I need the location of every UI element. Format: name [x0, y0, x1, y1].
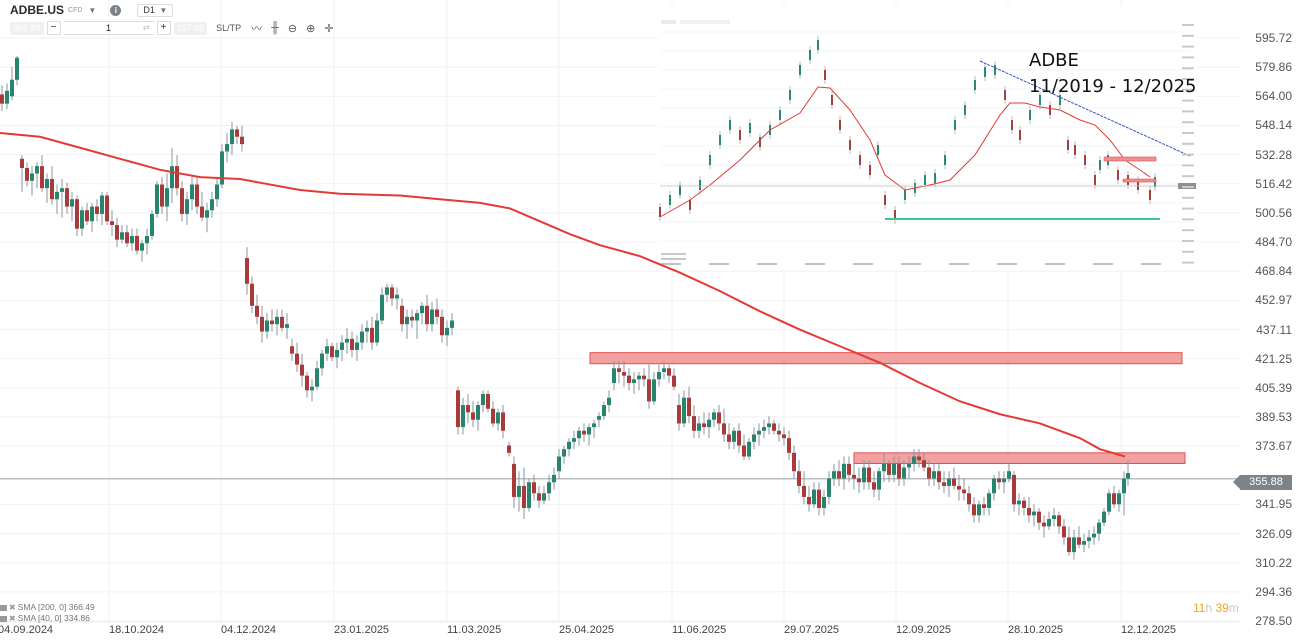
price-tick-label: 548.14: [1255, 118, 1292, 133]
quantity-value: 1: [106, 23, 112, 33]
date-tick-label: 28.10.2025: [1008, 624, 1064, 636]
resistance-zone[interactable]: [853, 452, 1186, 464]
date-tick-label: 11.06.2025: [672, 624, 727, 636]
price-tick-label: 564.00: [1255, 89, 1292, 104]
swap-icon[interactable]: ⇄: [142, 23, 150, 32]
date-tick-label: 12.09.2025: [896, 624, 952, 636]
quantity-increase-button[interactable]: +: [156, 21, 171, 35]
indicator-label: SMA [40, 0] 334.86: [17, 613, 91, 623]
chart-grid: [0, 0, 1240, 623]
settings-icon[interactable]: [0, 604, 7, 611]
date-tick-label: 04.09.2024: [0, 624, 54, 636]
price-tick-label: 516.42: [1255, 176, 1292, 191]
price-tick-label: 421.25: [1255, 351, 1292, 366]
inset-title-symbol: ADBE: [1029, 50, 1079, 71]
price-tick-label: 595.72: [1255, 31, 1292, 45]
resistance-zone[interactable]: [589, 352, 1183, 365]
price-tick-label: 468.84: [1255, 264, 1292, 279]
timeframe-select[interactable]: D1 ▼: [137, 3, 174, 17]
sell-price[interactable]: 355.88: [10, 21, 44, 35]
date-tick-label: 11.03.2025: [447, 624, 502, 636]
date-tick-label: 04.12.2024: [221, 624, 277, 636]
info-icon[interactable]: i: [110, 4, 122, 16]
quantity-decrease-button[interactable]: −: [46, 21, 61, 35]
price-tick-label: 389.53: [1255, 409, 1292, 424]
inset-title-range: 11/2019 - 12/2025: [1029, 76, 1197, 97]
symbol-name[interactable]: ADBE.US: [10, 3, 65, 17]
zoom-in-icon[interactable]: ⊕: [306, 22, 316, 35]
indicator-label: SMA [200, 0] 366.49: [17, 602, 95, 612]
candlestick-icon[interactable]: ╫: [271, 22, 279, 34]
inset-chart-image: [657, 6, 1197, 270]
chevron-down-icon: ▼: [159, 5, 168, 15]
zoom-out-icon[interactable]: ⊖: [287, 22, 298, 35]
sma-200-line: [0, 132, 1126, 458]
instrument-type: CFD: [68, 6, 83, 14]
buy-price[interactable]: 357.08: [173, 21, 208, 35]
date-tick-label: 23.01.2025: [334, 624, 390, 636]
quantity-input[interactable]: 1 ⇄: [63, 21, 154, 35]
settings-icon[interactable]: [0, 615, 7, 622]
price-tick-label: 373.67: [1255, 439, 1292, 454]
price-tick-label: 278.50: [1255, 614, 1292, 628]
price-tick-label: 405.39: [1255, 380, 1292, 395]
indicator-sma-40[interactable]: ✖ SMA [40, 0] 334.86: [0, 613, 95, 624]
indicator-sma-200[interactable]: ✖ SMA [200, 0] 366.49: [0, 602, 95, 613]
remove-icon[interactable]: ✖: [9, 614, 16, 623]
candlesticks: [0, 55, 1130, 560]
resistance-zones: [589, 352, 1186, 464]
indicator-legend: ✖ SMA [200, 0] 366.49 ✖ SMA [40, 0] 334.86: [0, 602, 95, 624]
date-tick-label: 29.07.2025: [784, 624, 840, 636]
symbol-dropdown-icon[interactable]: ▼: [88, 5, 97, 15]
price-tick-label: 310.22: [1255, 555, 1292, 570]
timeframe-value: D1: [143, 5, 155, 15]
crosshair-icon[interactable]: ✛: [324, 22, 334, 35]
remove-icon[interactable]: ✖: [9, 603, 16, 612]
price-tick-label: 484.70: [1255, 235, 1292, 250]
price-tick-label: 326.09: [1255, 526, 1292, 541]
price-tick-label: 294.36: [1255, 584, 1292, 599]
price-tick-label: 437.11: [1256, 322, 1292, 337]
current-price-badge: 355.88: [1233, 475, 1292, 490]
date-tick-label: 12.12.2025: [1121, 624, 1177, 636]
price-tick-label: 452.97: [1255, 293, 1292, 308]
candle-countdown: 11h 39m: [1193, 601, 1239, 615]
inset-title: ADBE 11/2019 - 12/2025: [1029, 48, 1197, 100]
price-tick-label: 532.28: [1255, 147, 1292, 162]
date-tick-label: 25.04.2025: [559, 624, 615, 636]
price-tick-label: 341.95: [1255, 497, 1292, 512]
line-chart-icon[interactable]: 〰: [251, 23, 263, 35]
price-tick-label: 579.86: [1255, 60, 1292, 75]
date-tick-label: 18.10.2024: [109, 624, 165, 636]
chart-toolbar: ADBE.US CFD ▼ i D1 ▼ 355.88 − 1 ⇄ + 357.08…: [0, 0, 640, 40]
sl-tp-button[interactable]: SL/TP: [216, 23, 242, 33]
price-tick-label: 500.56: [1255, 205, 1292, 220]
